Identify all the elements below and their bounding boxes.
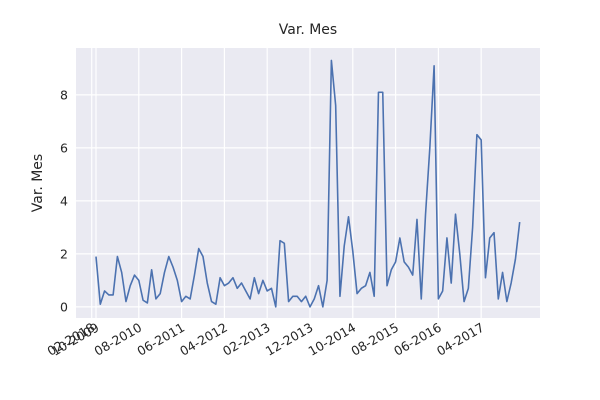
x-tick-label: 06-2016 [391,320,444,359]
x-tick-label: 02-2013 [220,320,273,359]
x-tick-label: 10-2014 [306,320,359,359]
x-tick-label: 04-2012 [177,320,230,359]
x-tick-label: 06-2011 [134,320,187,359]
y-tick-label: 8 [60,87,68,102]
y-tick-label: 0 [60,299,68,314]
plot-area [76,48,540,318]
y-tick-label: 2 [60,246,68,261]
x-tick-label: 08-2010 [92,320,145,359]
line [95,59,521,308]
x-tick-label: 08-2015 [348,320,401,359]
chart-title: Var. Mes [279,22,337,38]
x-tick-label: 12-2013 [263,320,316,359]
y-tick-label: 6 [60,140,68,155]
y-axis-label: Var. Mes [30,154,46,212]
y-tick-label: 4 [60,193,68,208]
x-tick-label: 04-2017 [434,320,487,359]
